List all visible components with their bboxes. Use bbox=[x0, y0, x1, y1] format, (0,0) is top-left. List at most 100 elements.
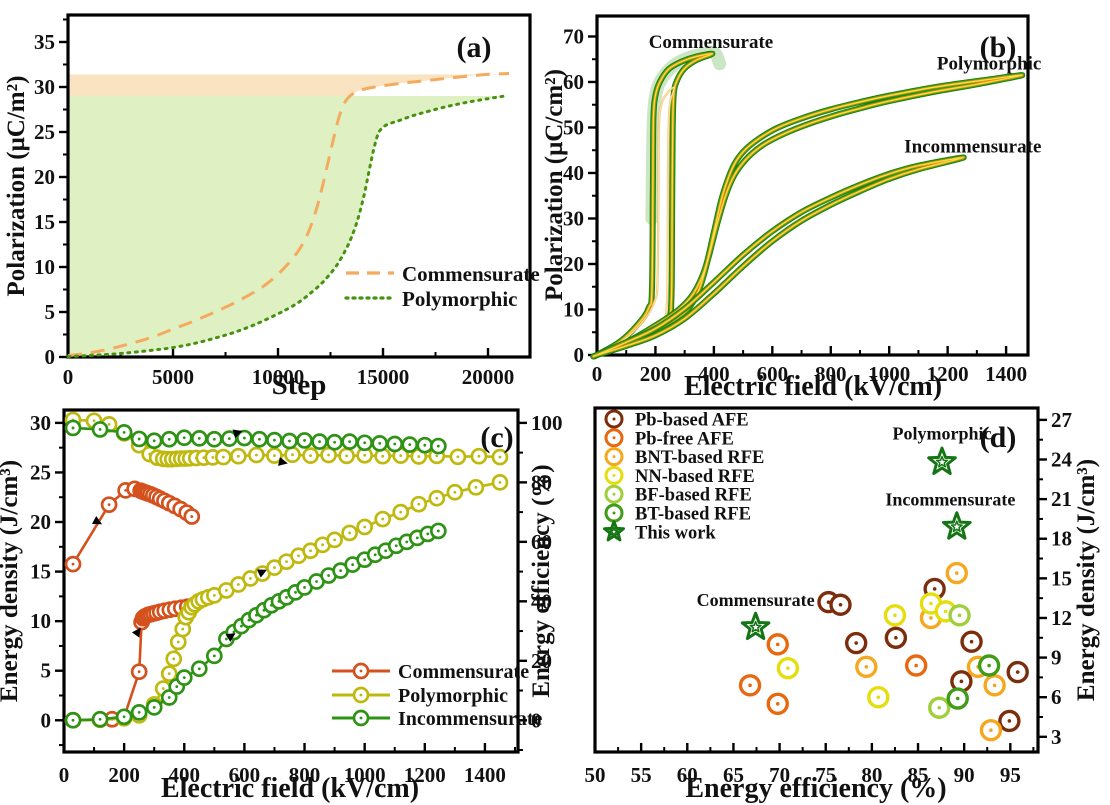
y-tick-label: 12 bbox=[1051, 606, 1072, 630]
d-star-label-commensurate: Commensurate bbox=[697, 590, 815, 610]
data-point-dot bbox=[1015, 670, 1020, 674]
legend-star-this-work bbox=[603, 520, 625, 542]
data-point-dot bbox=[107, 503, 111, 507]
y-tick-label: 20 bbox=[30, 510, 51, 534]
y-tick-label: 15 bbox=[1051, 566, 1072, 590]
data-point-dot bbox=[363, 525, 367, 529]
data-point-dot bbox=[957, 613, 962, 618]
data-point-dot bbox=[197, 436, 201, 440]
legend-label-pb-free-afe: Pb-free AFE bbox=[635, 429, 734, 449]
data-point-dot bbox=[359, 669, 363, 673]
data-point-dot bbox=[394, 544, 398, 548]
b-loop-inner-commensurate bbox=[592, 86, 676, 358]
data-point-dot bbox=[236, 454, 240, 458]
data-point-dot bbox=[122, 715, 126, 719]
data-point-dot bbox=[498, 455, 502, 459]
data-point-dot bbox=[435, 496, 439, 500]
data-point-dot bbox=[348, 531, 352, 535]
panel-a-chart: 0 5000 10000 15000 20000 0 5 10 15 20 25 30 35 Commen… bbox=[3, 13, 540, 401]
y-tick-label: 25 bbox=[30, 460, 51, 484]
data-point-dot bbox=[612, 455, 616, 459]
y-tick-label: 40 bbox=[563, 161, 584, 185]
data-point-dot bbox=[224, 637, 228, 641]
direction-arrow bbox=[256, 569, 267, 578]
b-annotation-incommensurate: Incommensurate bbox=[904, 137, 1041, 158]
data-point-dot bbox=[1007, 719, 1012, 723]
a-y-axis-title: Polarization (μC/m²) bbox=[3, 76, 30, 297]
y-tick-label: 50 bbox=[563, 115, 584, 139]
data-point-dot bbox=[436, 444, 440, 448]
x-tick-label: 1400 bbox=[985, 362, 1027, 386]
x-tick-label: 400 bbox=[169, 763, 201, 787]
data-point-dot bbox=[894, 635, 898, 640]
data-point-dot bbox=[249, 577, 252, 580]
x-tick-label: 80 bbox=[861, 763, 882, 787]
x-tick-label: 65 bbox=[723, 763, 744, 787]
data-point-dot bbox=[309, 549, 312, 553]
plot-frame bbox=[593, 406, 1040, 754]
y-tick-label: 20 bbox=[531, 649, 552, 673]
star-marker-inner bbox=[609, 527, 619, 536]
legend-label-bt-based-rfe: BT-based RFE bbox=[635, 505, 751, 525]
y-tick-label: 20 bbox=[563, 252, 584, 276]
data-point-dot bbox=[987, 663, 991, 668]
data-point-dot bbox=[167, 696, 171, 699]
y-tick-label: 15 bbox=[30, 560, 51, 584]
data-point-dot bbox=[190, 515, 194, 518]
data-point-dot bbox=[359, 693, 363, 697]
data-point-dot bbox=[381, 517, 385, 521]
data-point-dot bbox=[864, 665, 869, 669]
y-tick-label: 10 bbox=[563, 297, 584, 321]
data-point-dot bbox=[378, 442, 382, 445]
data-point-dot bbox=[98, 717, 102, 721]
c-right-y-axis-title: Energy efficiency (%) bbox=[528, 464, 555, 697]
legend-label-polymorphic: Polymorphic bbox=[398, 685, 508, 707]
data-point-dot bbox=[348, 440, 352, 444]
data-point-dot bbox=[107, 422, 111, 426]
b-x-axis-title: Electric field (kV/cm) bbox=[684, 371, 942, 402]
legend-label-incommensurate: Incommensurate bbox=[398, 708, 543, 730]
y-tick-label: 5 bbox=[41, 659, 52, 683]
y-tick-label: 21 bbox=[1051, 487, 1072, 511]
data-point-dot bbox=[929, 616, 933, 620]
y-tick-label: 30 bbox=[30, 411, 51, 435]
data-point-dot bbox=[405, 540, 409, 544]
x-tick-label: 200 bbox=[108, 763, 140, 787]
legend-label-pb-based-afe: Pb-based AFE bbox=[635, 411, 749, 431]
y-tick-label: 30 bbox=[34, 75, 55, 99]
x-tick-label: 60 bbox=[677, 763, 698, 787]
data-point-dot bbox=[826, 600, 831, 604]
data-point-dot bbox=[435, 454, 439, 458]
data-point-dot bbox=[167, 672, 171, 676]
a-x-axis-title: Step bbox=[272, 369, 327, 401]
data-point-dot bbox=[955, 696, 960, 701]
y-tick-label: 10 bbox=[30, 609, 51, 633]
data-point-dot bbox=[838, 602, 843, 607]
data-point-dot bbox=[321, 543, 324, 547]
data-point-dot bbox=[161, 687, 165, 690]
x-tick-label: 1000 bbox=[344, 763, 386, 787]
data-point-dot bbox=[914, 663, 918, 668]
b-annotation-commensurate: Commensurate bbox=[649, 32, 774, 53]
c-line-incommensurate-energy-density bbox=[72, 529, 439, 722]
x-tick-label: 600 bbox=[757, 362, 789, 386]
data-point-dot bbox=[137, 710, 141, 714]
data-point-dot bbox=[288, 439, 291, 443]
x-tick-label: 800 bbox=[289, 763, 321, 787]
x-tick-label: 10000 bbox=[252, 365, 305, 389]
data-point-dot bbox=[893, 613, 897, 618]
panel-letter-c: (c) bbox=[480, 421, 513, 454]
data-point-dot bbox=[294, 591, 297, 594]
data-point-dot bbox=[239, 624, 243, 628]
data-point-dot bbox=[612, 473, 616, 477]
data-point-dot bbox=[612, 492, 616, 496]
data-point-dot bbox=[474, 485, 478, 489]
data-point-dot bbox=[359, 716, 363, 720]
legend-label-bf-based-rfe: BF-based RFE bbox=[635, 486, 752, 506]
y-tick-label: 6 bbox=[1051, 685, 1062, 709]
y-tick-label: 5 bbox=[45, 300, 56, 324]
plot-frame bbox=[66, 13, 532, 359]
legend-label-commensurate: Commensurate bbox=[398, 661, 529, 683]
x-tick-label: 800 bbox=[815, 362, 847, 386]
